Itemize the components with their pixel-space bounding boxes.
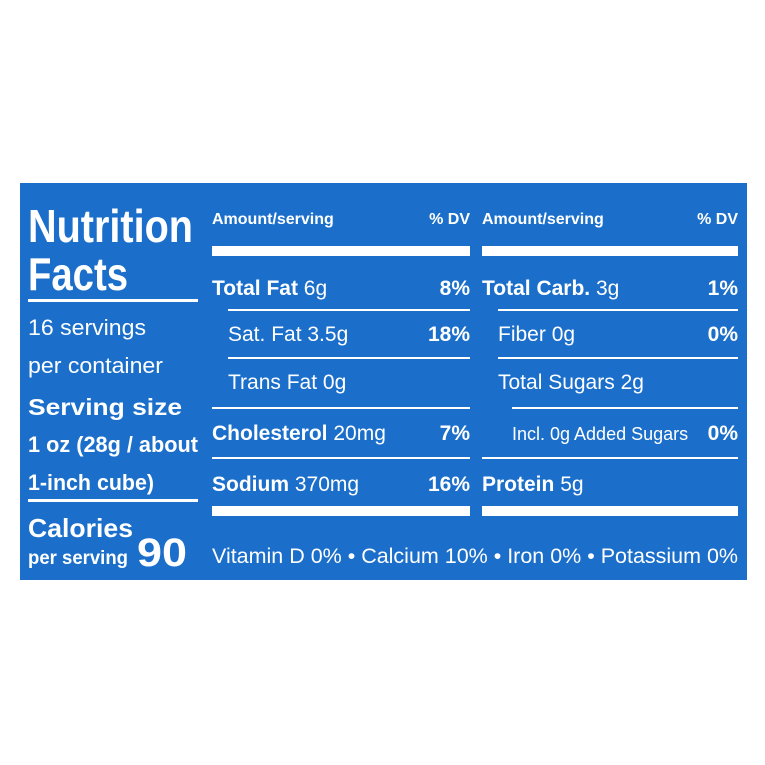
thick-bar bbox=[482, 506, 738, 516]
nutrient-dv: 0% bbox=[708, 323, 739, 346]
divider bbox=[28, 299, 198, 302]
thick-bar bbox=[482, 246, 738, 256]
header-amount: Amount/serving bbox=[212, 211, 334, 228]
title: Facts bbox=[28, 248, 128, 300]
nutrient-amount: 3.5g bbox=[307, 323, 348, 346]
nutrient-amount: 5g bbox=[560, 473, 583, 496]
nutrient-dv: 0% bbox=[708, 422, 739, 445]
footer: Vitamin D 0% • Calcium 10% • Iron 0% • P… bbox=[212, 545, 738, 568]
nutrient-row: Total Carb. 3g bbox=[482, 277, 619, 300]
title: Nutrition bbox=[28, 200, 193, 252]
header-dv: % DV bbox=[697, 211, 738, 228]
serving-size: 1-inch cube) bbox=[28, 470, 154, 495]
nutrient-row: Cholesterol 20mg bbox=[212, 422, 386, 445]
row-divider bbox=[228, 309, 470, 311]
nutrient-amount: 0g bbox=[552, 323, 575, 346]
nutrient-amount: 3g bbox=[596, 277, 619, 300]
nutrient-name: Fiber bbox=[498, 323, 546, 346]
row-divider bbox=[228, 357, 470, 359]
nutrient-row: Total Fat 6g bbox=[212, 277, 327, 300]
divider bbox=[28, 499, 198, 502]
nutrient-row: Protein 5g bbox=[482, 473, 584, 496]
nutrient-name: Total Carb. bbox=[482, 277, 590, 300]
serving-size: 1 oz (28g / about bbox=[28, 432, 199, 457]
row-divider bbox=[212, 457, 470, 459]
row-divider bbox=[512, 407, 738, 409]
row-divider bbox=[498, 357, 738, 359]
nutrient-row: Sodium 370mg bbox=[212, 473, 359, 496]
row-divider bbox=[482, 457, 738, 459]
nutrient-amount: 6g bbox=[304, 277, 327, 300]
nutrient-name: Cholesterol bbox=[212, 422, 328, 445]
nutrient-row: Trans Fat 0g bbox=[228, 371, 346, 394]
servings: per container bbox=[28, 353, 163, 378]
calories-value: 90 bbox=[137, 531, 187, 575]
nutrient-name: Total Sugars bbox=[498, 371, 615, 394]
row-divider bbox=[212, 407, 470, 409]
header-amount: Amount/serving bbox=[482, 211, 604, 228]
nutrient-columns: Amount/serving % DV Total Fat 6g 8% Sat. Fat… bbox=[212, 211, 738, 516]
nutrient-name: Sat. Fat bbox=[228, 323, 302, 346]
calories-label: Calories bbox=[28, 513, 133, 543]
thick-bar bbox=[212, 506, 470, 516]
nutrient-amount: 370mg bbox=[295, 473, 359, 496]
nutrient-row: Sat. Fat 3.5g bbox=[228, 323, 348, 346]
nutrient-name: Sodium bbox=[212, 473, 289, 496]
nutrient-row: Fiber 0g bbox=[498, 323, 575, 346]
nutrient-row: Incl. 0g Added Sugars bbox=[512, 424, 688, 444]
row-divider bbox=[498, 309, 738, 311]
nutrient-row: Total Sugars 2g bbox=[498, 371, 644, 394]
calories-sub: per serving bbox=[28, 548, 128, 569]
nutrient-name: Total Fat bbox=[212, 277, 298, 300]
nutrient-dv: 18% bbox=[428, 323, 470, 346]
nutrient-name: Incl. 0g Added Sugars bbox=[512, 424, 688, 444]
nutrient-name: Protein bbox=[482, 473, 554, 496]
nutrient-amount: 20mg bbox=[333, 422, 386, 445]
nutrient-dv: 16% bbox=[428, 473, 470, 496]
nutrient-name: Trans Fat bbox=[228, 371, 317, 394]
nutrient-amount: 2g bbox=[621, 371, 644, 394]
servings: 16 servings bbox=[28, 315, 146, 340]
thick-bar bbox=[212, 246, 470, 256]
nutrient-amount: 0g bbox=[323, 371, 346, 394]
nutrient-dv: 7% bbox=[440, 422, 471, 445]
header-dv: % DV bbox=[429, 211, 470, 228]
serving-size-label: Serving size bbox=[28, 394, 182, 420]
nutrient-dv: 8% bbox=[440, 277, 471, 300]
nutrient-dv: 1% bbox=[708, 277, 739, 300]
